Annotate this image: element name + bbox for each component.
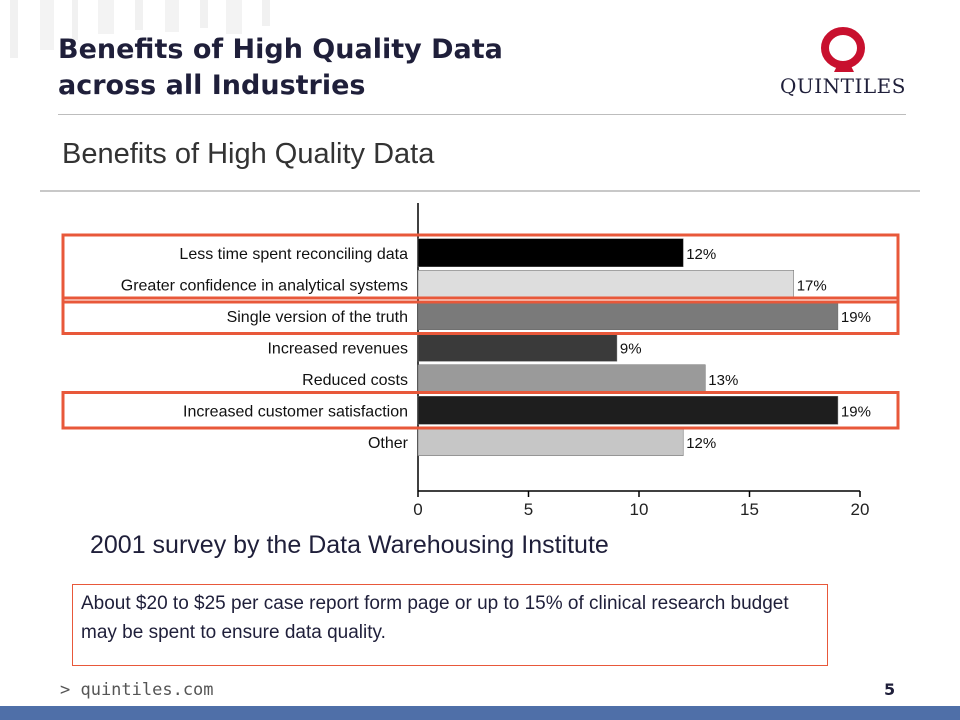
slide-title: Benefits of High Quality Data across all… [58, 32, 503, 104]
survey-caption: 2001 survey by the Data Warehousing Inst… [90, 531, 609, 559]
bar [417, 427, 684, 456]
x-tick-label: 20 [851, 500, 870, 519]
value-label: 12% [686, 435, 716, 452]
highlight-box [61, 233, 900, 304]
quintiles-logo: QUINTILES [778, 26, 918, 106]
decorative-background-bars [10, 0, 270, 58]
category-label: Increased customer satisfaction [183, 403, 408, 420]
bar [417, 301, 839, 330]
category-label: Increased revenues [267, 340, 408, 357]
category-label: Less time spent reconciling data [179, 246, 408, 263]
quintiles-q-mark-icon [821, 27, 865, 72]
chart-title: Benefits of High Quality Data [62, 138, 435, 170]
x-tick-label: 10 [630, 500, 649, 519]
highlight-box [61, 296, 900, 335]
slide-title-line-1: Benefits of High Quality Data [58, 34, 503, 65]
slide-title-line-2: across all Industries [58, 70, 366, 101]
category-label: Greater confidence in analytical systems [121, 277, 408, 294]
x-tick-label: 5 [524, 500, 533, 519]
cost-callout-box: About $20 to $25 per case report form pa… [72, 584, 828, 666]
bar [417, 396, 839, 425]
category-label: Single version of the truth [227, 309, 408, 326]
value-label: 12% [686, 246, 716, 263]
bar [417, 364, 706, 393]
footer-bar [0, 706, 960, 720]
logo-wordmark: QUINTILES [780, 74, 906, 98]
category-label: Reduced costs [302, 372, 408, 389]
highlight-box [61, 391, 900, 430]
value-label: 19% [841, 403, 871, 420]
x-tick-label: 15 [740, 500, 759, 519]
bar [417, 333, 618, 362]
website-link[interactable]: > quintiles.com [60, 680, 214, 700]
value-label: 17% [797, 277, 827, 294]
chart-title-divider [40, 190, 920, 192]
value-label: 9% [620, 340, 642, 357]
value-label: 13% [708, 372, 738, 389]
category-label: Other [368, 435, 409, 452]
page-number: 5 [884, 680, 896, 699]
bar [417, 270, 794, 299]
benefits-bar-chart: 0 5 10 15 20 Less time spent reconciling data… [61, 203, 900, 519]
title-divider [58, 114, 906, 115]
bar [417, 238, 684, 267]
value-label: 19% [841, 309, 871, 326]
x-tick-label: 0 [413, 500, 422, 519]
